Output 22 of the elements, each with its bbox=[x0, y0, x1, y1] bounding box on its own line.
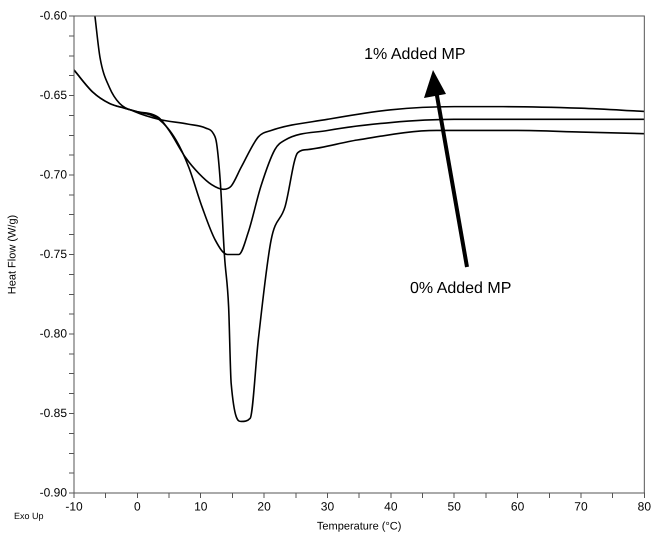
y-tick-label: -0.80 bbox=[40, 326, 68, 340]
x-tick-label: 80 bbox=[638, 500, 652, 514]
annotation: 0% Added MP bbox=[410, 280, 512, 298]
y-tick-label: -0.65 bbox=[40, 88, 68, 102]
x-tick-label: 0 bbox=[134, 500, 142, 514]
text: Exo Up bbox=[14, 511, 44, 521]
x-tick-label: 60 bbox=[510, 500, 525, 514]
x-tick-label: -10 bbox=[65, 500, 83, 514]
x-axis-title: Temperature (°C) bbox=[316, 520, 402, 532]
x-tick-label: 30 bbox=[320, 500, 334, 514]
y-axis-title: Heat Flow (W/g) bbox=[6, 214, 19, 294]
x-tick-label: 70 bbox=[574, 500, 588, 514]
x-tick-label: 40 bbox=[384, 500, 398, 514]
y-tick-label: -0.90 bbox=[40, 485, 68, 500]
x-tick-label: 10 bbox=[194, 500, 208, 514]
x-tick-label: 50 bbox=[448, 500, 462, 514]
x-tick-label: 20 bbox=[257, 500, 272, 514]
y-tick-label: -0.60 bbox=[40, 8, 68, 22]
annotation: 1% Added MP bbox=[364, 46, 466, 64]
y-tick-label: -0.75 bbox=[40, 246, 68, 261]
y-tick-label: -0.70 bbox=[40, 167, 68, 182]
y-tick-label: -0.85 bbox=[40, 406, 68, 420]
